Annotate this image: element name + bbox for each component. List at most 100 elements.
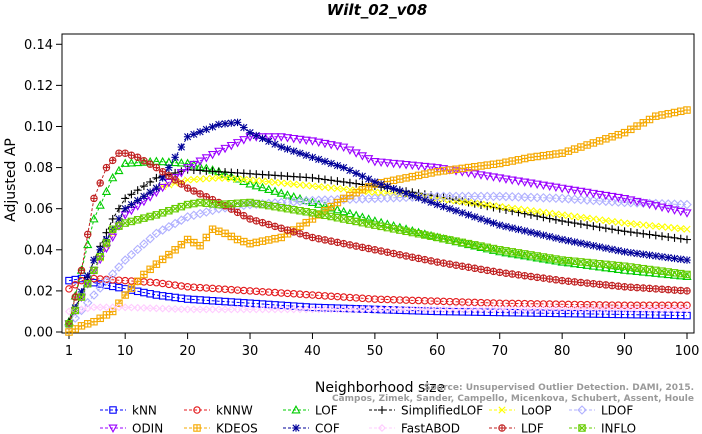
data-point-ldf [371,246,379,254]
data-point-kdeos [152,260,161,268]
data-point-fastabod [489,305,498,314]
data-point-ldf [402,252,410,260]
data-point-kdeos [246,239,254,248]
data-point-loop [502,203,510,212]
data-point-odin [482,172,492,181]
data-point-kdeos [327,202,335,211]
data-point-ldf [190,187,198,195]
data-point-odin [282,134,293,143]
data-point-odin [651,202,661,211]
data-point-kdeos [583,141,591,149]
data-point-cof [277,143,285,151]
data-point-ldf [452,261,460,269]
data-point-simplifiedlof [639,229,648,238]
data-point-odin [295,135,305,145]
data-point-fastabod [258,305,267,314]
data-point-lof [276,188,286,197]
data-point-ldof [176,215,187,225]
data-point-simplifiedlof [651,231,660,240]
data-point-odin [388,159,399,169]
data-point-cof [658,253,666,261]
data-point-kdeos [302,218,310,227]
data-point-odin [551,183,561,193]
data-point-ldf [90,194,98,203]
data-point-cof [595,243,604,251]
data-point-fastabod [533,305,542,314]
data-point-kdeos [208,225,217,233]
data-point-ldf [439,259,448,267]
data-point-ldf [514,271,523,279]
data-point-ldf [152,163,161,172]
data-point-inflo [352,217,360,226]
data-point-kdeos [652,112,660,120]
data-point-inflo [90,266,98,275]
data-point-inflo [645,265,654,274]
data-point-kdeos [527,153,535,162]
series-inflo [65,198,691,328]
legend-label-fastabod: FastABOD [401,422,460,434]
data-point-inflo [502,247,510,255]
data-point-simplifiedlof [345,178,354,187]
data-point-cof [608,245,616,254]
data-point-fastabod [514,305,523,314]
data-point-loop [377,189,385,197]
data-point-ldf [339,239,348,248]
data-point-lof [270,186,280,195]
data-point-loop [321,183,329,191]
data-point-ldf [177,180,186,188]
legend-item-fastabod: FastABOD [369,422,460,434]
data-point-ldf [477,265,485,274]
data-point-ldf [527,272,535,281]
data-point-ldf [427,257,435,265]
data-point-ldf [308,233,317,242]
data-point-ldf [602,281,610,289]
data-point-fastabod [183,305,192,314]
data-point-cof [240,123,248,132]
data-point-inflo [489,244,498,253]
data-point-kdeos [102,311,111,319]
data-point-cof [371,178,379,186]
data-point-simplifiedlof [339,177,348,186]
data-point-inflo [296,206,304,215]
data-point-ldof [170,218,180,229]
data-point-fastabod [283,305,292,314]
data-point-ldf [358,243,367,252]
data-point-lof [101,186,112,196]
data-point-loop [583,214,591,222]
data-point-cof [96,246,104,254]
data-point-ldof [538,193,549,203]
data-point-cof [177,143,186,151]
data-point-ldf [383,248,392,257]
data-point-ldof [488,191,499,202]
data-point-simplifiedlof [533,212,542,221]
data-point-ldof [626,197,636,208]
data-point-fastabod [171,305,180,313]
data-point-ldof [151,228,162,239]
data-point-ldf [165,172,173,180]
data-point-cof [577,239,585,247]
y-tick-label: 0.10 [24,120,53,135]
data-point-cof [602,244,610,252]
data-point-ldof [569,194,580,205]
data-point-fastabod [158,304,167,313]
data-point-odin [351,149,361,158]
legend-label-kdeos: KDEOS [216,422,258,434]
data-point-ldf [352,242,360,250]
data-point-ldof [501,191,511,202]
data-point-inflo [558,256,566,264]
source-watermark-line2: Campos, Zimek, Sander, Campello, Micenko… [332,394,694,404]
data-point-kdeos [433,167,442,176]
data-point-odin [470,170,480,179]
data-point-odin [401,161,411,170]
legend-marker-simplifiedlof [378,406,386,414]
data-point-loop [327,184,335,192]
data-point-kdeos [677,107,685,116]
data-point-cof [552,234,560,242]
data-point-ldof [588,195,599,206]
data-point-fastabod [583,305,592,314]
data-point-simplifiedlof [320,175,329,184]
data-point-odin [638,199,648,208]
data-point-fastabod [439,305,448,314]
data-point-ldof [164,221,174,232]
data-point-odin [632,197,642,207]
